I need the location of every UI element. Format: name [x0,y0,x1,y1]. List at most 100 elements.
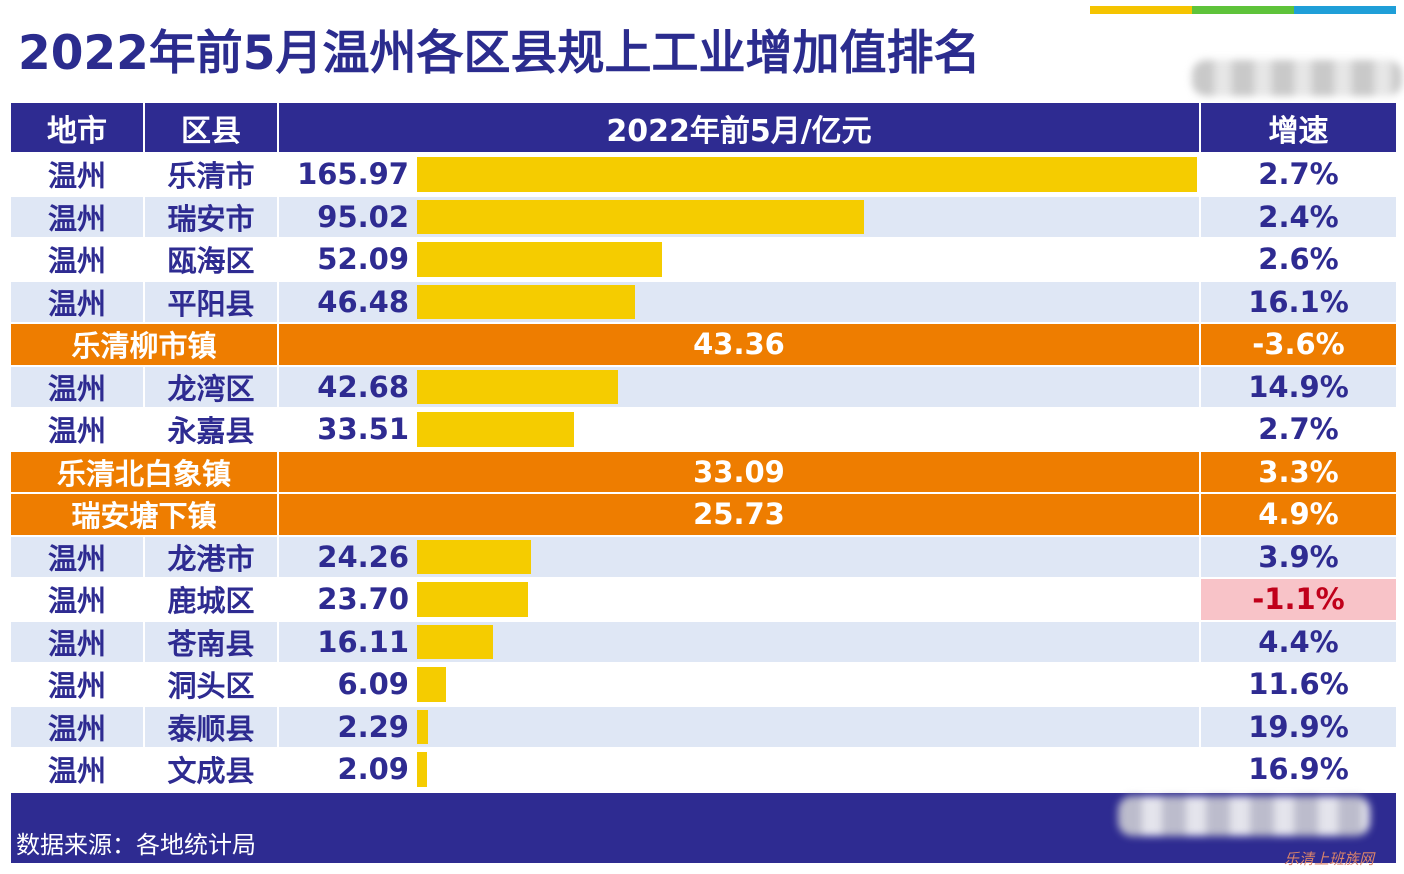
table-row: 温州 泰顺县 2.29 19.9% [11,706,1396,747]
table-row: 温州 龙港市 24.26 3.9% [11,536,1396,577]
district-label: 瑞安市 [145,196,277,237]
table-row: 温州 洞头区 6.09 11.6% [11,664,1396,705]
bar-cell [417,579,1199,620]
table-row: 温州 苍南县 16.11 4.4% [11,621,1396,662]
header-growth: 增速 [1201,103,1396,152]
color-strip-blue [1294,6,1396,14]
table-row: 温州 瑞安市 95.02 2.4% [11,196,1396,237]
value-label: 24.26 [279,536,417,577]
bar-cell [417,749,1199,790]
town-label: 瑞安塘下镇 [11,494,277,535]
header-city: 地市 [11,103,143,152]
growth-label: 19.9% [1201,706,1396,747]
table-row: 温州 瓯海区 52.09 2.6% [11,239,1396,280]
growth-label: 3.3% [1201,451,1396,492]
district-label: 文成县 [145,749,277,790]
value-bar [417,284,636,319]
city-label: 温州 [11,154,143,195]
value-bar [417,582,529,617]
bar-cell [417,664,1199,705]
value-label: 23.70 [279,579,417,620]
city-label: 温州 [11,281,143,322]
town-label: 乐清柳市镇 [11,324,277,365]
value-label: 52.09 [279,239,417,280]
district-label: 龙港市 [145,536,277,577]
table-row: 温州 龙湾区 42.68 14.9% [11,366,1396,407]
highlight-row: 乐清北白象镇 33.09 3.3% [11,451,1396,492]
table-row: 温州 永嘉县 33.51 2.7% [11,409,1396,450]
highlight-row: 瑞安塘下镇 25.73 4.9% [11,494,1396,535]
growth-label: 2.4% [1201,196,1396,237]
data-source: 数据来源：各地统计局 [16,831,256,859]
color-strip-yellow [1090,6,1192,14]
city-label: 温州 [11,366,143,407]
district-label: 瓯海区 [145,239,277,280]
city-label: 温州 [11,749,143,790]
growth-label: 3.9% [1201,536,1396,577]
city-label: 温州 [11,706,143,747]
value-bar [417,752,427,787]
growth-label: 16.1% [1201,281,1396,322]
table-row: 温州 平阳县 46.48 16.1% [11,281,1396,322]
city-label: 温州 [11,579,143,620]
value-label: 2.29 [279,706,417,747]
town-label: 乐清北白象镇 [11,451,277,492]
value-bar [417,709,428,744]
city-label: 温州 [11,664,143,705]
bar-cell [417,706,1199,747]
value-bar [417,199,864,234]
growth-label: 16.9% [1201,749,1396,790]
value-label: 2.09 [279,749,417,790]
color-strip-green [1192,6,1294,14]
value-bar [417,412,575,447]
growth-label: 2.7% [1201,154,1396,195]
city-label: 温州 [11,239,143,280]
growth-label: 14.9% [1201,366,1396,407]
city-label: 温州 [11,536,143,577]
value-bar [417,369,618,404]
value-label: 42.68 [279,366,417,407]
bar-cell [417,621,1199,662]
district-label: 乐清市 [145,154,277,195]
value-label: 33.51 [279,409,417,450]
district-label: 鹿城区 [145,579,277,620]
watermark: 乐清上班族网 [1284,850,1375,868]
district-label: 苍南县 [145,621,277,662]
value-label: 46.48 [279,281,417,322]
growth-label: -1.1% [1201,579,1396,620]
header-value: 2022年前5月/亿元 [279,103,1199,152]
growth-label: 11.6% [1201,664,1396,705]
blurred-logo-bottom [1118,796,1370,836]
growth-label: 2.6% [1201,239,1396,280]
growth-label: -3.6% [1201,324,1396,365]
table-row: 温州 鹿城区 23.70 -1.1% [11,579,1396,620]
growth-label: 4.4% [1201,621,1396,662]
district-label: 平阳县 [145,281,277,322]
bar-cell [417,536,1199,577]
value-label: 43.36 [279,324,1199,365]
value-label: 25.73 [279,494,1199,535]
value-label: 33.09 [279,451,1199,492]
city-label: 温州 [11,409,143,450]
highlight-row: 乐清柳市镇 43.36 -3.6% [11,324,1396,365]
value-bar [417,624,493,659]
district-label: 龙湾区 [145,366,277,407]
growth-label: 2.7% [1201,409,1396,450]
value-label: 6.09 [279,664,417,705]
value-bar [417,539,531,574]
table-row: 温州 乐清市 165.97 2.7% [11,154,1396,195]
header-district: 区县 [145,103,277,152]
city-label: 温州 [11,196,143,237]
value-label: 16.11 [279,621,417,662]
district-label: 泰顺县 [145,706,277,747]
page-title: 2022年前5月温州各区县规上工业增加值排名 [18,26,981,81]
value-label: 165.97 [279,154,417,195]
value-bar [417,157,1197,192]
value-bar [417,667,446,702]
growth-label: 4.9% [1201,494,1396,535]
table-header: 地市 区县 2022年前5月/亿元 增速 [11,103,1396,152]
blurred-logo-top [1192,60,1402,96]
value-bar [417,242,662,277]
city-label: 温州 [11,621,143,662]
value-label: 95.02 [279,196,417,237]
